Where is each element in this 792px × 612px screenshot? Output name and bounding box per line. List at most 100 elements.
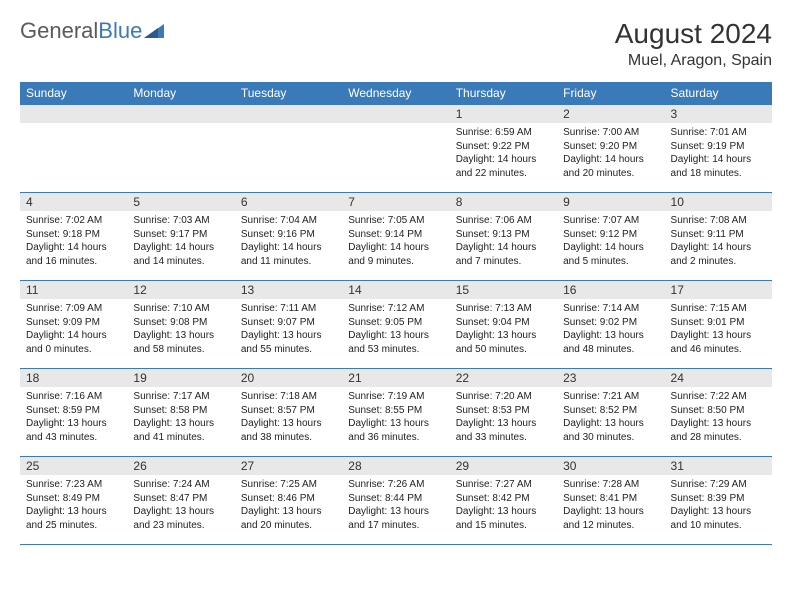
day-number-bar: 21 (342, 369, 449, 387)
sunset-line: Sunset: 9:01 PM (671, 316, 766, 330)
daylight-line-2: and 33 minutes. (456, 431, 551, 445)
sunset-line: Sunset: 8:41 PM (563, 492, 658, 506)
day-details: Sunrise: 7:20 AMSunset: 8:53 PMDaylight:… (450, 387, 557, 448)
daylight-line-1: Daylight: 14 hours (563, 153, 658, 167)
day-number-bar: 26 (127, 457, 234, 475)
day-details: Sunrise: 7:03 AMSunset: 9:17 PMDaylight:… (127, 211, 234, 272)
daylight-line-1: Daylight: 13 hours (26, 417, 121, 431)
day-number-bar: 12 (127, 281, 234, 299)
sunrise-line: Sunrise: 7:28 AM (563, 478, 658, 492)
day-number-bar: 3 (665, 105, 772, 123)
day-of-week-header: Friday (557, 82, 664, 105)
sunrise-line: Sunrise: 7:02 AM (26, 214, 121, 228)
daylight-line-2: and 16 minutes. (26, 255, 121, 269)
calendar-day-cell: 2Sunrise: 7:00 AMSunset: 9:20 PMDaylight… (557, 105, 664, 193)
daylight-line-2: and 53 minutes. (348, 343, 443, 357)
sunset-line: Sunset: 8:57 PM (241, 404, 336, 418)
calendar-day-cell: 13Sunrise: 7:11 AMSunset: 9:07 PMDayligh… (235, 281, 342, 369)
day-details: Sunrise: 7:00 AMSunset: 9:20 PMDaylight:… (557, 123, 664, 184)
sunset-line: Sunset: 9:09 PM (26, 316, 121, 330)
daylight-line-1: Daylight: 14 hours (563, 241, 658, 255)
sunset-line: Sunset: 9:11 PM (671, 228, 766, 242)
sunset-line: Sunset: 9:22 PM (456, 140, 551, 154)
daylight-line-2: and 28 minutes. (671, 431, 766, 445)
sunrise-line: Sunrise: 7:09 AM (26, 302, 121, 316)
sunrise-line: Sunrise: 6:59 AM (456, 126, 551, 140)
sunrise-line: Sunrise: 7:05 AM (348, 214, 443, 228)
daylight-line-1: Daylight: 14 hours (26, 329, 121, 343)
calendar-day-cell: 18Sunrise: 7:16 AMSunset: 8:59 PMDayligh… (20, 369, 127, 457)
daylight-line-1: Daylight: 13 hours (348, 417, 443, 431)
calendar-day-cell: 6Sunrise: 7:04 AMSunset: 9:16 PMDaylight… (235, 193, 342, 281)
day-number-bar: 2 (557, 105, 664, 123)
daylight-line-2: and 38 minutes. (241, 431, 336, 445)
sunset-line: Sunset: 8:59 PM (26, 404, 121, 418)
daylight-line-2: and 46 minutes. (671, 343, 766, 357)
sunset-line: Sunset: 9:13 PM (456, 228, 551, 242)
calendar-table: SundayMondayTuesdayWednesdayThursdayFrid… (20, 82, 772, 545)
calendar-day-cell: 15Sunrise: 7:13 AMSunset: 9:04 PMDayligh… (450, 281, 557, 369)
calendar-day-cell: 24Sunrise: 7:22 AMSunset: 8:50 PMDayligh… (665, 369, 772, 457)
day-number-bar: 30 (557, 457, 664, 475)
day-number-bar (127, 105, 234, 123)
daylight-line-2: and 18 minutes. (671, 167, 766, 181)
daylight-line-1: Daylight: 14 hours (456, 241, 551, 255)
calendar-day-cell: 5Sunrise: 7:03 AMSunset: 9:17 PMDaylight… (127, 193, 234, 281)
day-details: Sunrise: 7:25 AMSunset: 8:46 PMDaylight:… (235, 475, 342, 536)
daylight-line-1: Daylight: 13 hours (671, 329, 766, 343)
sunrise-line: Sunrise: 7:19 AM (348, 390, 443, 404)
day-details: Sunrise: 7:28 AMSunset: 8:41 PMDaylight:… (557, 475, 664, 536)
sunset-line: Sunset: 8:52 PM (563, 404, 658, 418)
calendar-day-cell: 16Sunrise: 7:14 AMSunset: 9:02 PMDayligh… (557, 281, 664, 369)
sunrise-line: Sunrise: 7:11 AM (241, 302, 336, 316)
daylight-line-1: Daylight: 14 hours (26, 241, 121, 255)
sunrise-line: Sunrise: 7:27 AM (456, 478, 551, 492)
day-details: Sunrise: 7:08 AMSunset: 9:11 PMDaylight:… (665, 211, 772, 272)
day-number-bar: 20 (235, 369, 342, 387)
sunrise-line: Sunrise: 7:00 AM (563, 126, 658, 140)
logo-primary: General (20, 18, 98, 43)
day-number-bar (235, 105, 342, 123)
day-number-bar: 17 (665, 281, 772, 299)
day-of-week-row: SundayMondayTuesdayWednesdayThursdayFrid… (20, 82, 772, 105)
day-details: Sunrise: 7:12 AMSunset: 9:05 PMDaylight:… (342, 299, 449, 360)
daylight-line-1: Daylight: 13 hours (133, 505, 228, 519)
day-number-bar: 13 (235, 281, 342, 299)
sunset-line: Sunset: 8:42 PM (456, 492, 551, 506)
calendar-day-cell: 11Sunrise: 7:09 AMSunset: 9:09 PMDayligh… (20, 281, 127, 369)
calendar-day-cell: 27Sunrise: 7:25 AMSunset: 8:46 PMDayligh… (235, 457, 342, 545)
daylight-line-2: and 50 minutes. (456, 343, 551, 357)
sunset-line: Sunset: 9:16 PM (241, 228, 336, 242)
day-number-bar (342, 105, 449, 123)
daylight-line-1: Daylight: 13 hours (241, 505, 336, 519)
calendar-week-row: 1Sunrise: 6:59 AMSunset: 9:22 PMDaylight… (20, 105, 772, 193)
sunset-line: Sunset: 9:20 PM (563, 140, 658, 154)
day-details: Sunrise: 7:27 AMSunset: 8:42 PMDaylight:… (450, 475, 557, 536)
sunrise-line: Sunrise: 7:25 AM (241, 478, 336, 492)
day-details: Sunrise: 7:26 AMSunset: 8:44 PMDaylight:… (342, 475, 449, 536)
daylight-line-2: and 11 minutes. (241, 255, 336, 269)
day-details: Sunrise: 7:18 AMSunset: 8:57 PMDaylight:… (235, 387, 342, 448)
day-details: Sunrise: 7:07 AMSunset: 9:12 PMDaylight:… (557, 211, 664, 272)
sunrise-line: Sunrise: 7:26 AM (348, 478, 443, 492)
sunrise-line: Sunrise: 7:01 AM (671, 126, 766, 140)
sunrise-line: Sunrise: 7:24 AM (133, 478, 228, 492)
daylight-line-1: Daylight: 13 hours (456, 417, 551, 431)
day-of-week-header: Thursday (450, 82, 557, 105)
calendar-week-row: 11Sunrise: 7:09 AMSunset: 9:09 PMDayligh… (20, 281, 772, 369)
sunset-line: Sunset: 9:12 PM (563, 228, 658, 242)
calendar-day-cell: 14Sunrise: 7:12 AMSunset: 9:05 PMDayligh… (342, 281, 449, 369)
day-of-week-header: Saturday (665, 82, 772, 105)
sunset-line: Sunset: 8:50 PM (671, 404, 766, 418)
calendar-day-cell: 8Sunrise: 7:06 AMSunset: 9:13 PMDaylight… (450, 193, 557, 281)
day-number-bar: 18 (20, 369, 127, 387)
sunset-line: Sunset: 8:39 PM (671, 492, 766, 506)
daylight-line-2: and 0 minutes. (26, 343, 121, 357)
daylight-line-1: Daylight: 14 hours (671, 153, 766, 167)
day-number-bar: 10 (665, 193, 772, 211)
sunset-line: Sunset: 8:44 PM (348, 492, 443, 506)
day-details: Sunrise: 7:09 AMSunset: 9:09 PMDaylight:… (20, 299, 127, 360)
day-details: Sunrise: 7:29 AMSunset: 8:39 PMDaylight:… (665, 475, 772, 536)
day-number-bar: 15 (450, 281, 557, 299)
day-details: Sunrise: 7:01 AMSunset: 9:19 PMDaylight:… (665, 123, 772, 184)
